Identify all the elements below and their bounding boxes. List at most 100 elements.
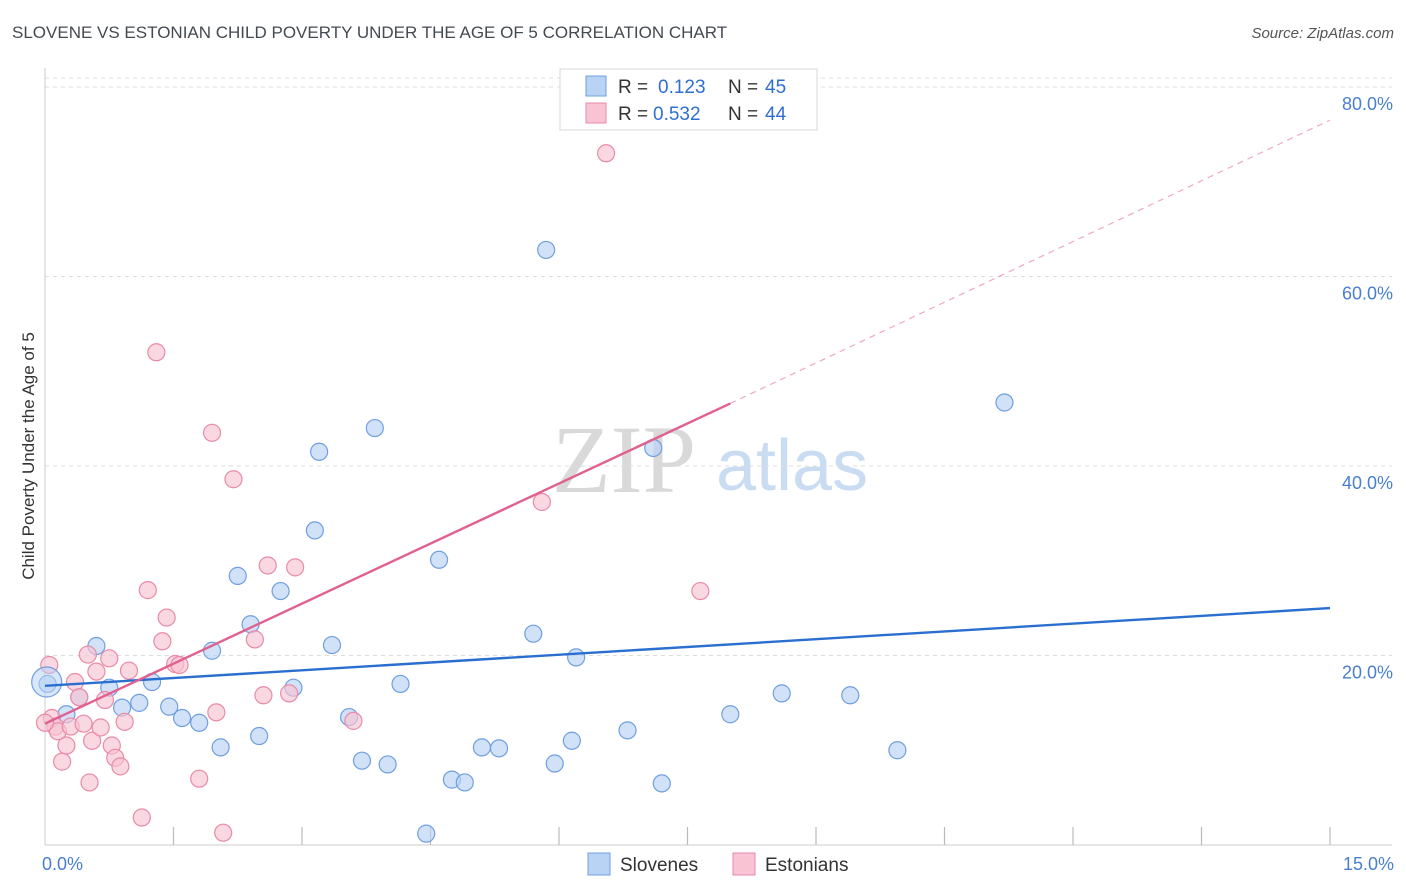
- legend-n-label-2: N =: [728, 104, 758, 125]
- point-estonians-37: [280, 684, 299, 703]
- point-estonians-4: [53, 752, 72, 771]
- point-slovenes-40: [721, 705, 740, 724]
- point-estonians-8: [70, 688, 89, 707]
- point-slovenes-39: [652, 774, 671, 793]
- x-tick-label-1: 15.0%: [1343, 854, 1394, 874]
- point-estonians-41: [597, 144, 616, 163]
- trend-line-slovenes: [44, 606, 1331, 688]
- y-tick-label-1: 40.0%: [1342, 473, 1393, 493]
- point-estonians-33: [224, 470, 243, 489]
- point-slovenes-18: [305, 521, 324, 540]
- point-estonians-40: [532, 492, 551, 512]
- chart-source: Source: ZipAtlas.com: [1251, 25, 1394, 42]
- point-slovenes-19: [310, 442, 329, 461]
- point-slovenes-33: [537, 240, 556, 260]
- point-estonians-38: [286, 558, 305, 577]
- point-slovenes-43: [888, 741, 907, 760]
- legend-r-label-2: R =: [618, 104, 648, 125]
- point-slovenes-31: [489, 739, 509, 758]
- y-tick-label-0: 20.0%: [1342, 662, 1393, 682]
- grid-layer: [45, 77, 1392, 656]
- series-legend-swatch-estonians: [732, 852, 756, 876]
- point-estonians-9: [74, 714, 93, 733]
- point-slovenes-26: [417, 824, 436, 843]
- point-slovenes-16: [271, 581, 290, 601]
- x-tick-layer: 0.0% 15.0%: [42, 827, 1394, 874]
- point-slovenes-25: [391, 674, 410, 694]
- point-estonians-11: [80, 773, 99, 792]
- point-slovenes-12: [211, 738, 230, 757]
- point-estonians-22: [132, 808, 151, 827]
- point-estonians-29: [190, 769, 209, 788]
- point-slovenes-10: [190, 713, 209, 732]
- y-tick-label-2: 60.0%: [1342, 283, 1393, 303]
- point-slovenes-13: [228, 566, 247, 585]
- point-estonians-36: [258, 556, 277, 575]
- point-slovenes-24: [378, 755, 397, 774]
- watermark-zip: ZIP: [552, 406, 696, 513]
- point-estonians-14: [91, 718, 110, 737]
- legend-r-label-1: R =: [618, 77, 648, 98]
- point-slovenes-41: [772, 684, 791, 703]
- point-slovenes-15: [250, 726, 269, 746]
- point-estonians-5: [57, 736, 76, 755]
- point-slovenes-20: [322, 635, 342, 655]
- stats-legend: R = 0.123 N = 45 R = 0.532 N = 44: [559, 68, 818, 131]
- point-estonians-25: [153, 632, 172, 651]
- legend-r-value-2: 0.532: [653, 104, 701, 125]
- point-slovenes-22: [352, 751, 372, 770]
- point-slovenes-35: [562, 731, 581, 750]
- point-estonians-35: [254, 686, 273, 705]
- point-slovenes-42: [841, 686, 860, 705]
- trend-extension-estonians: [730, 119, 1331, 404]
- point-estonians-13: [87, 662, 106, 681]
- point-estonians-23: [138, 581, 157, 600]
- series-legend: Slovenes Estonians: [587, 852, 848, 876]
- point-estonians-34: [245, 630, 264, 649]
- point-slovenes-23: [365, 418, 384, 438]
- trend-line-estonians: [44, 402, 731, 725]
- point-slovenes-29: [455, 773, 474, 792]
- legend-n-value-2: 44: [765, 104, 787, 125]
- point-slovenes-32: [524, 624, 543, 643]
- point-estonians-31: [207, 703, 226, 722]
- point-estonians-21: [119, 661, 139, 680]
- point-slovenes-9: [172, 708, 192, 728]
- point-estonians-24: [147, 343, 166, 362]
- point-estonians-26: [157, 608, 176, 627]
- point-slovenes-34: [545, 754, 564, 773]
- chart-title: SLOVENE VS ESTONIAN CHILD POVERTY UNDER …: [12, 23, 727, 42]
- legend-n-label-1: N =: [728, 77, 758, 98]
- point-slovenes-6: [130, 693, 149, 712]
- legend-swatch-blue: [585, 75, 607, 97]
- point-estonians-19: [111, 757, 130, 776]
- y-tick-label-3: 80.0%: [1342, 94, 1393, 114]
- point-estonians-16: [100, 649, 119, 668]
- y-tick-layer: 20.0% 40.0% 60.0% 80.0%: [1342, 94, 1393, 683]
- point-slovenes-37: [618, 721, 637, 740]
- y-axis-label: Child Poverty Under the Age of 5: [19, 332, 38, 580]
- point-slovenes-30: [472, 738, 491, 757]
- point-slovenes-8: [160, 697, 179, 716]
- point-slovenes-27: [429, 550, 449, 569]
- legend-r-value-1: 0.123: [658, 77, 706, 98]
- point-estonians-42: [691, 581, 710, 601]
- point-estonians-10: [78, 645, 97, 664]
- legend-n-value-1: 45: [765, 77, 786, 98]
- point-estonians-20: [115, 712, 134, 731]
- point-estonians-7: [65, 672, 85, 692]
- point-estonians-32: [214, 823, 233, 842]
- point-slovenes-36: [567, 648, 586, 667]
- trend-layer: [44, 119, 1331, 725]
- series-legend-swatch-slovenes: [587, 852, 611, 876]
- point-slovenes-cluster: [31, 666, 63, 698]
- point-estonians-12: [83, 731, 102, 750]
- legend-swatch-pink: [585, 102, 607, 124]
- series-legend-label-slovenes: Slovenes: [620, 855, 698, 876]
- x-tick-label-0: 0.0%: [42, 854, 83, 874]
- point-slovenes-44: [995, 393, 1014, 412]
- point-estonians-39: [344, 711, 363, 730]
- points-layer: [31, 144, 1014, 843]
- point-estonians-30: [202, 423, 222, 442]
- series-legend-label-estonians: Estonians: [765, 855, 848, 876]
